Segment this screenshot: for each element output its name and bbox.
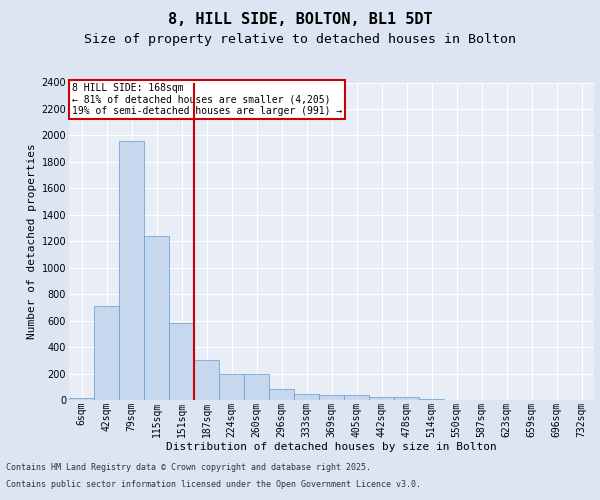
Bar [94, 306, 119, 400]
Bar [344, 396, 369, 400]
Bar [319, 395, 344, 400]
Bar [119, 140, 144, 400]
Bar [269, 389, 294, 400]
Bar [369, 396, 394, 400]
X-axis label: Distribution of detached houses by size in Bolton: Distribution of detached houses by size … [166, 442, 497, 452]
Bar [294, 394, 319, 400]
Bar [69, 398, 94, 400]
Text: 8 HILL SIDE: 168sqm
← 81% of detached houses are smaller (4,205)
19% of semi-det: 8 HILL SIDE: 168sqm ← 81% of detached ho… [71, 83, 342, 116]
Bar [219, 374, 244, 400]
Bar [169, 324, 194, 400]
Text: Contains HM Land Registry data © Crown copyright and database right 2025.: Contains HM Land Registry data © Crown c… [6, 464, 371, 472]
Bar [419, 399, 444, 400]
Y-axis label: Number of detached properties: Number of detached properties [28, 144, 37, 339]
Bar [394, 397, 419, 400]
Text: 8, HILL SIDE, BOLTON, BL1 5DT: 8, HILL SIDE, BOLTON, BL1 5DT [167, 12, 433, 28]
Text: Contains public sector information licensed under the Open Government Licence v3: Contains public sector information licen… [6, 480, 421, 489]
Text: Size of property relative to detached houses in Bolton: Size of property relative to detached ho… [84, 32, 516, 46]
Bar [244, 374, 269, 400]
Bar [144, 236, 169, 400]
Bar [194, 360, 219, 400]
